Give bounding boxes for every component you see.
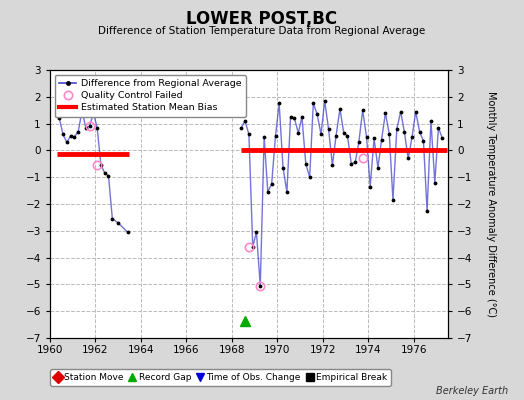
Text: LOWER POST,BC: LOWER POST,BC — [187, 10, 337, 28]
Text: Berkeley Earth: Berkeley Earth — [436, 386, 508, 396]
Y-axis label: Monthly Temperature Anomaly Difference (°C): Monthly Temperature Anomaly Difference (… — [486, 91, 496, 317]
Legend: Station Move, Record Gap, Time of Obs. Change, Empirical Break: Station Move, Record Gap, Time of Obs. C… — [50, 369, 391, 386]
Text: Difference of Station Temperature Data from Regional Average: Difference of Station Temperature Data f… — [99, 26, 425, 36]
